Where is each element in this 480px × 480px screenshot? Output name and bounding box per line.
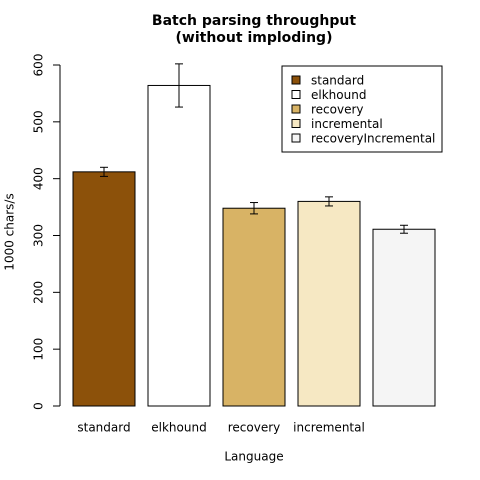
legend-label: recovery — [311, 103, 364, 117]
legend-swatch — [291, 75, 301, 85]
legend-swatch — [291, 90, 301, 99]
y-tick-label: 400 — [32, 167, 46, 190]
legend-box — [281, 65, 443, 153]
bar — [372, 228, 436, 407]
chart-title: Batch parsing throughput — [152, 13, 356, 29]
y-tick-label: 200 — [32, 281, 46, 304]
bar — [222, 207, 286, 407]
legend-swatch — [291, 119, 301, 128]
legend-swatch — [291, 104, 301, 114]
y-tick-label: 500 — [32, 110, 46, 133]
legend-label: incremental — [311, 117, 383, 131]
x-axis-label: Language — [224, 450, 283, 464]
legend-label: recoveryIncremental — [311, 132, 435, 146]
x-tick-label: incremental — [293, 421, 365, 435]
y-tick-label: 100 — [32, 338, 46, 361]
legend-label: standard — [311, 74, 364, 88]
y-tick-label: 300 — [32, 224, 46, 247]
bar — [297, 200, 361, 407]
chart-subtitle: (without imploding) — [176, 30, 333, 46]
y-tick-label: 600 — [32, 54, 46, 77]
x-tick-label: standard — [77, 421, 130, 435]
bar — [72, 171, 136, 407]
y-tick-label: 0 — [32, 402, 46, 410]
x-tick-label: elkhound — [151, 421, 206, 435]
legend-swatch — [291, 133, 301, 143]
bar — [147, 84, 211, 407]
y-axis-label: 1000 chars/s — [3, 193, 17, 270]
x-tick-label: recovery — [228, 421, 281, 435]
legend-label: elkhound — [311, 88, 366, 102]
